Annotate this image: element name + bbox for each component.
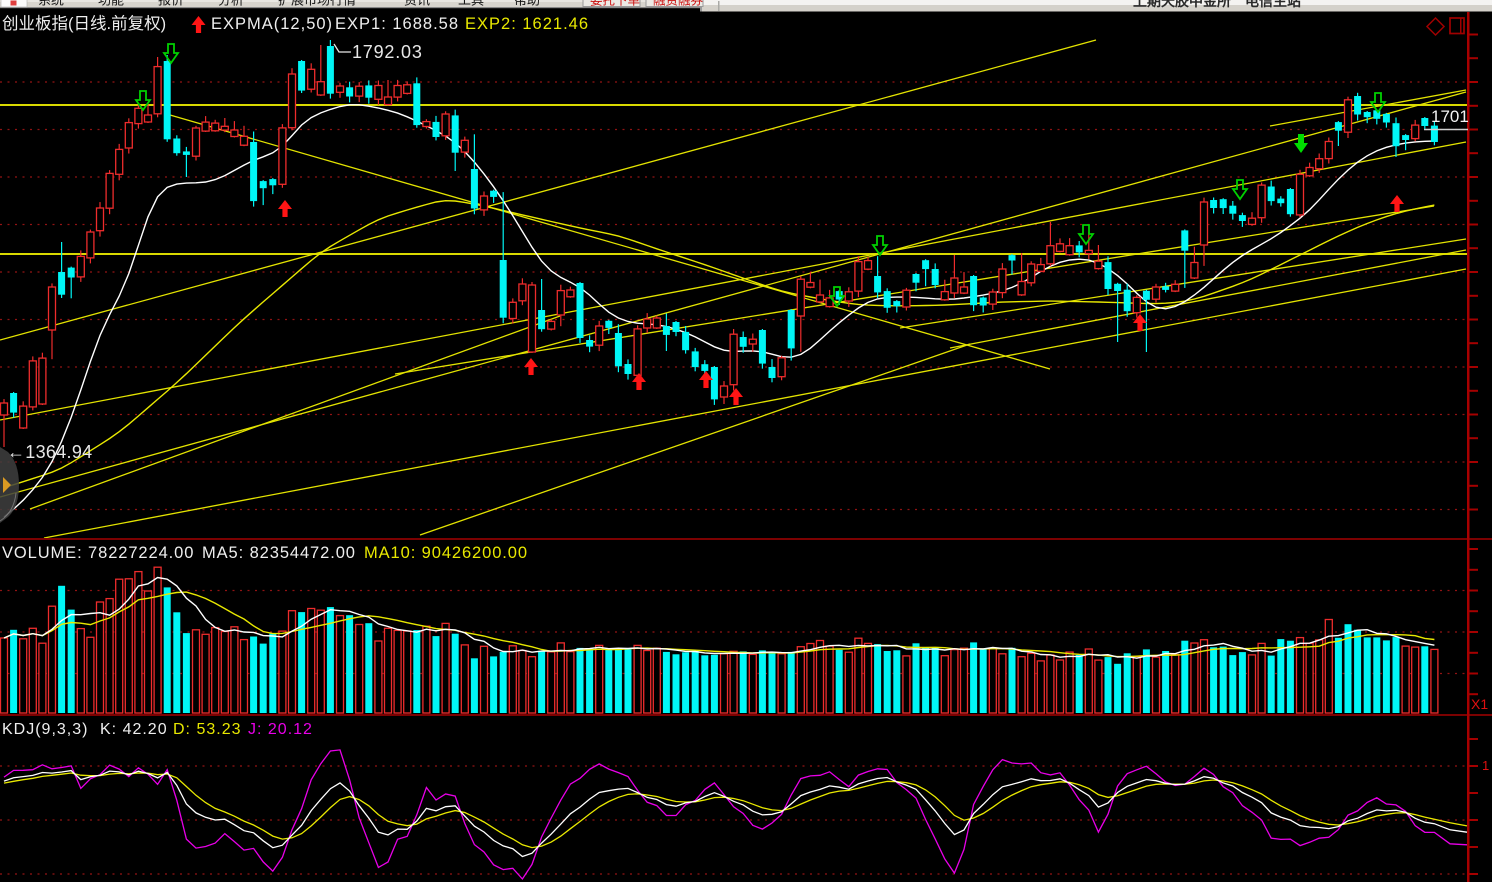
svg-text:KDJ(9,3,3): KDJ(9,3,3) <box>2 721 88 738</box>
svg-text:电信主站: 电信主站 <box>1245 0 1301 9</box>
svg-text:功能: 功能 <box>98 0 124 8</box>
svg-text:←1364.94: ←1364.94 <box>7 442 92 462</box>
svg-text:J: 20.12: J: 20.12 <box>248 721 313 738</box>
svg-text:扩展市场行情: 扩展市场行情 <box>278 0 356 8</box>
svg-text:资讯: 资讯 <box>404 0 430 8</box>
svg-text:创业板指(日线.前复权): 创业板指(日线.前复权) <box>2 14 166 33</box>
svg-text:融资融券: 融资融券 <box>653 0 704 8</box>
svg-text:1: 1 <box>1482 758 1489 773</box>
svg-text:系统: 系统 <box>38 0 64 8</box>
svg-text:VOLUME: 78227224.00: VOLUME: 78227224.00 <box>2 544 194 562</box>
svg-text:1792.03: 1792.03 <box>352 42 423 62</box>
svg-text:X1: X1 <box>1471 696 1488 712</box>
svg-text:上期天胶中金所: 上期天胶中金所 <box>1133 0 1231 9</box>
svg-text:EXP1: 1688.58: EXP1: 1688.58 <box>335 15 459 33</box>
svg-text:K: 42.20: K: 42.20 <box>100 721 168 738</box>
svg-text:报价: 报价 <box>158 0 184 8</box>
svg-text:委托下单: 委托下单 <box>590 0 640 8</box>
svg-text:MA5: 82354472.00: MA5: 82354472.00 <box>202 544 356 562</box>
svg-text:帮助: 帮助 <box>514 0 540 8</box>
svg-text:1701: 1701 <box>1431 107 1469 126</box>
svg-text:EXPMA(12,50): EXPMA(12,50) <box>211 15 333 33</box>
svg-text:工具: 工具 <box>458 0 484 8</box>
svg-text:分析: 分析 <box>218 0 244 8</box>
svg-text:MA10: 90426200.00: MA10: 90426200.00 <box>364 544 528 562</box>
svg-text:EXP2: 1621.46: EXP2: 1621.46 <box>465 15 589 33</box>
svg-text:D: 53.23: D: 53.23 <box>173 721 241 738</box>
